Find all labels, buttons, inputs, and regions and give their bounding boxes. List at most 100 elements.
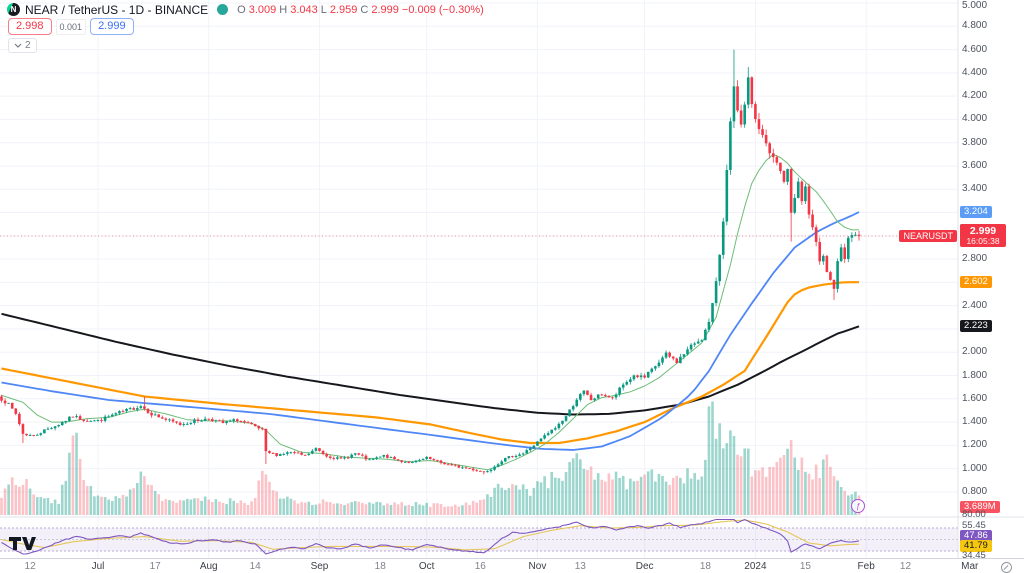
- volume-bar: [646, 471, 650, 515]
- candle: [386, 454, 389, 458]
- candle: [325, 453, 328, 457]
- volume-bar: [103, 497, 107, 515]
- candle: [600, 394, 604, 396]
- candle: [789, 169, 793, 213]
- candle: [243, 421, 246, 423]
- candle: [346, 457, 350, 459]
- candle: [28, 435, 32, 436]
- candle: [661, 357, 664, 363]
- candle: [596, 394, 600, 399]
- time-tick-mar: Mar: [961, 561, 979, 572]
- candle: [160, 417, 164, 419]
- candle: [107, 416, 110, 418]
- candle: [200, 420, 203, 422]
- volume-bar: [311, 505, 314, 515]
- candle: [436, 459, 439, 461]
- collapse-indicators-button[interactable]: 2: [8, 38, 37, 53]
- time-tick-nov: Nov: [528, 561, 547, 572]
- candle: [704, 329, 707, 341]
- volume-bar: [153, 490, 157, 515]
- candle: [432, 459, 436, 460]
- volume-bar: [250, 501, 253, 515]
- time-tick-2024: 2024: [744, 561, 767, 572]
- symbol-price-tag: NEARUSDT: [899, 229, 957, 242]
- volume-bar: [353, 501, 357, 515]
- price-tick: 3.400: [962, 183, 988, 195]
- volume-bar: [382, 505, 386, 515]
- volume-bar: [629, 478, 632, 515]
- collapse-count: 2: [25, 40, 31, 51]
- candle: [453, 464, 457, 466]
- volume-bar: [536, 481, 539, 515]
- volume-bar: [600, 479, 604, 515]
- volume-bar: [453, 504, 457, 515]
- candle: [793, 197, 797, 213]
- candle: [611, 397, 614, 399]
- candle: [46, 428, 50, 430]
- volume-bar: [825, 454, 829, 515]
- time-tick-jul: Jul: [91, 561, 105, 572]
- volume-bar: [107, 499, 110, 515]
- tradingview-logo[interactable]: [8, 536, 38, 556]
- volume-bar: [207, 499, 211, 515]
- price-tick: 1.800: [962, 369, 988, 381]
- candle: [364, 455, 368, 460]
- candle: [650, 368, 654, 372]
- candle: [521, 453, 525, 455]
- volume-bar: [275, 491, 278, 515]
- candle: [489, 469, 493, 472]
- candle: [278, 454, 282, 456]
- volume-bar: [132, 488, 136, 515]
- candle: [314, 448, 318, 451]
- timezone-clock-icon[interactable]: [1001, 562, 1012, 573]
- volume-bar: [125, 496, 128, 515]
- volume-bar: [546, 488, 550, 515]
- candle: [564, 416, 568, 421]
- candle: [103, 416, 107, 421]
- time-tick-16: 16: [474, 561, 486, 572]
- candle: [175, 421, 178, 423]
- candle: [664, 352, 668, 358]
- candle: [389, 456, 393, 458]
- candle: [185, 423, 189, 425]
- volume-bar: [114, 496, 118, 515]
- candle: [239, 421, 243, 422]
- volume-bar: [346, 503, 350, 515]
- volume-bar: [593, 479, 596, 515]
- volume-bar: [211, 502, 214, 515]
- sell-button[interactable]: 2.998: [8, 18, 52, 35]
- volume-bar: [718, 423, 721, 515]
- rsi-pane[interactable]: [1, 518, 860, 555]
- trade-panel: 2.998 0.001 2.999: [8, 18, 134, 35]
- volume-bar: [464, 502, 468, 515]
- candle: [250, 422, 253, 425]
- candles-layer[interactable]: [0, 49, 861, 475]
- ma-black-value: 2.223: [960, 320, 992, 333]
- price-tick: 4.600: [962, 43, 988, 55]
- volume-bar: [478, 499, 482, 515]
- time-axis[interactable]: 12 Jul 17 Aug 14 Sep 18 Oct 16 Nov 13 Dec 18 2024 15 Fe…: [0, 558, 1024, 573]
- volume-bar: [736, 454, 739, 515]
- candle: [353, 453, 357, 455]
- event-flash-icon[interactable]: ƒ: [851, 499, 865, 513]
- candle: [857, 234, 861, 236]
- volume-bar: [278, 498, 282, 515]
- market-status-icon[interactable]: [217, 4, 229, 15]
- rsi-value: 47.86: [960, 530, 992, 542]
- candle: [271, 452, 275, 454]
- rsi-band: [0, 527, 958, 552]
- candle: [700, 340, 704, 342]
- volume-bar: [110, 500, 114, 515]
- candle: [629, 379, 632, 382]
- price-tick: 1.200: [962, 439, 988, 451]
- buy-button[interactable]: 2.999: [90, 18, 134, 35]
- volume-bar: [200, 500, 203, 515]
- symbol-title[interactable]: NEAR / TetherUS - 1D - BINANCE: [25, 2, 209, 17]
- candle: [800, 181, 804, 202]
- volume-bar: [779, 457, 782, 515]
- volume-bar: [661, 475, 664, 515]
- candle: [0, 396, 3, 401]
- candle: [21, 424, 25, 434]
- candle: [361, 454, 364, 456]
